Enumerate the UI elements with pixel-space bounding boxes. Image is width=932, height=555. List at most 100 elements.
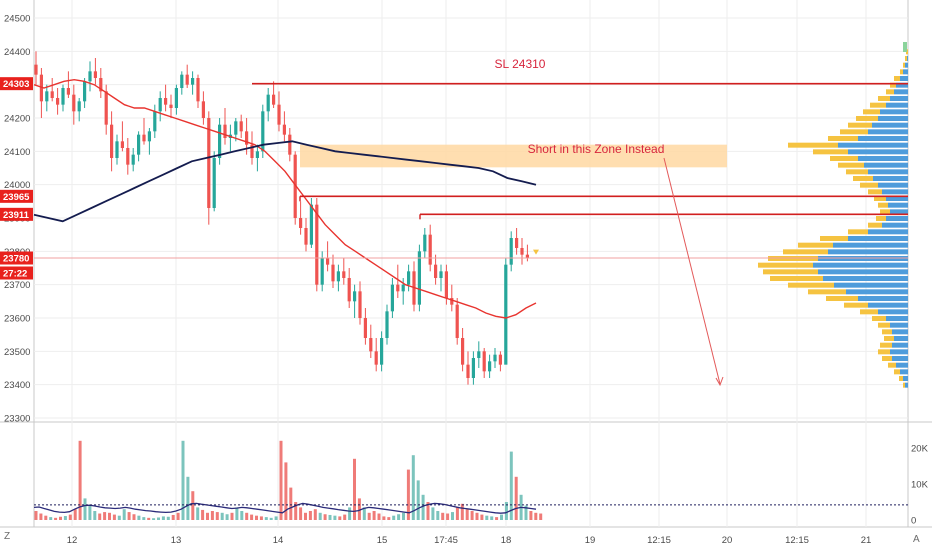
price-tick-label: 24500 xyxy=(4,14,30,25)
profile-bar-orange xyxy=(820,236,848,241)
volume-bar xyxy=(534,512,538,520)
profile-bar-orange xyxy=(900,69,903,75)
volume-bar xyxy=(284,462,288,520)
volume-bar xyxy=(49,517,53,520)
candle-body xyxy=(482,351,486,372)
volume-bar xyxy=(255,515,258,520)
profile-bar-orange xyxy=(868,222,882,228)
volume-bar xyxy=(78,440,82,520)
price-badge-bg xyxy=(0,266,33,280)
volume-bar xyxy=(122,509,126,520)
volume-bar xyxy=(426,502,430,520)
candle-body xyxy=(110,124,114,158)
candle-body xyxy=(61,88,65,105)
candle-body xyxy=(353,291,357,302)
projection-arrow-head xyxy=(715,376,724,387)
current-price-marker xyxy=(533,249,539,255)
candle-body xyxy=(369,338,373,352)
volume-bar xyxy=(377,513,381,520)
candle-body xyxy=(234,121,238,135)
candle-body xyxy=(520,248,524,255)
candle-body xyxy=(272,94,276,105)
profile-bar-blue xyxy=(873,176,908,181)
candle-body xyxy=(39,74,43,102)
candle-body xyxy=(66,88,70,95)
candle-body xyxy=(504,264,508,365)
profile-bar-blue xyxy=(905,62,908,68)
corner-left-label[interactable]: Z xyxy=(4,531,11,542)
profile-bar-blue xyxy=(892,329,908,335)
volume-bar xyxy=(397,514,401,520)
candle-body xyxy=(439,271,443,278)
volume-bar xyxy=(470,511,474,520)
candle-body xyxy=(407,271,411,285)
volume-bar xyxy=(343,514,347,520)
profile-bar-orange xyxy=(788,142,838,148)
price-tick-label: 24100 xyxy=(4,147,30,158)
projection-arrow-line xyxy=(663,157,721,385)
volume-bar xyxy=(44,515,48,520)
candle-body xyxy=(417,251,421,305)
profile-bar-orange xyxy=(890,82,896,88)
candle-body xyxy=(223,124,227,138)
candle-body xyxy=(34,64,38,75)
price-badge-bg xyxy=(0,189,33,203)
volume-bar xyxy=(465,509,469,520)
volume-bar xyxy=(250,514,254,520)
profile-bar-blue xyxy=(886,216,908,221)
profile-bar-orange xyxy=(863,109,880,115)
candle-body xyxy=(131,154,135,165)
price-badge-label: 23780 xyxy=(3,254,29,265)
candle-body xyxy=(218,124,222,158)
candle-body xyxy=(380,338,384,365)
profile-bar-blue xyxy=(858,156,908,161)
volume-tick-label: 20K xyxy=(911,444,929,455)
time-tick-label: 14 xyxy=(273,535,284,546)
volume-bar xyxy=(495,517,499,520)
candle-body xyxy=(169,104,173,108)
volume-bar xyxy=(318,512,322,520)
volume-bar xyxy=(176,512,180,520)
volume-bar xyxy=(338,516,342,520)
candle-body xyxy=(434,264,438,278)
volume-bar xyxy=(181,440,185,520)
candle-body xyxy=(331,264,335,282)
volume-bar xyxy=(299,507,303,520)
candle-body xyxy=(164,98,168,105)
candle-body xyxy=(315,204,319,285)
profile-bar-blue xyxy=(864,162,908,168)
candle-body xyxy=(374,351,378,365)
candle-body xyxy=(444,271,448,298)
profile-bar-blue xyxy=(890,349,908,355)
volume-bar xyxy=(504,502,508,520)
time-tick-label: 20 xyxy=(722,535,733,546)
volume-bar xyxy=(54,517,58,520)
profile-bar-blue xyxy=(900,369,908,375)
profile-bar-blue xyxy=(888,202,908,208)
corner-right-label[interactable]: A xyxy=(913,534,920,545)
profile-bar-orange xyxy=(763,269,818,275)
volume-ma-line xyxy=(33,502,537,514)
candle-body xyxy=(288,134,292,155)
time-tick-label: 12:15 xyxy=(785,535,809,546)
profile-bar-blue xyxy=(838,142,908,148)
candle-body xyxy=(207,118,211,208)
volume-bar xyxy=(294,502,298,520)
profile-bar-orange xyxy=(770,276,823,281)
volume-bar xyxy=(392,515,396,520)
price-tick-label: 24000 xyxy=(4,180,30,191)
profile-bar-blue xyxy=(903,376,908,381)
candle-body xyxy=(185,74,189,85)
volume-bar xyxy=(348,507,352,520)
price-badge-label: 23965 xyxy=(3,192,30,203)
profile-bar-orange xyxy=(878,96,890,101)
profile-bar-orange xyxy=(826,296,858,301)
volume-bar xyxy=(357,498,361,520)
candle-body xyxy=(428,234,432,265)
volume-bar xyxy=(446,513,450,520)
candle-body xyxy=(423,234,427,252)
price-badge-label: 27:22 xyxy=(3,269,27,280)
candle-body xyxy=(72,94,76,112)
